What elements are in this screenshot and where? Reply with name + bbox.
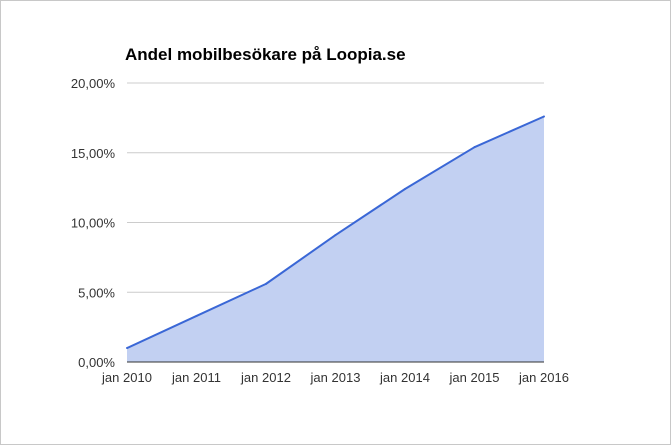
series-layer	[126, 115, 545, 363]
x-axis-labels: jan 2010 jan 2011 jan 2012 jan 2013 jan 2014…	[101, 370, 569, 385]
data-point	[195, 314, 198, 317]
x-tick-label: jan 2014	[379, 370, 430, 385]
y-tick-label: 5,00%	[78, 285, 115, 300]
x-tick-label: jan 2012	[240, 370, 291, 385]
data-point	[334, 234, 337, 237]
series-area	[127, 116, 544, 362]
y-axis-labels: 0,00% 5,00% 10,00% 15,00% 20,00%	[71, 76, 116, 370]
x-tick-label: jan 2010	[101, 370, 152, 385]
data-point	[473, 146, 476, 149]
x-tick-label: jan 2011	[171, 370, 221, 385]
y-tick-label: 0,00%	[78, 355, 115, 370]
x-tick-label: jan 2015	[449, 370, 500, 385]
data-point	[404, 188, 406, 191]
y-tick-label: 20,00%	[71, 76, 116, 91]
data-point	[126, 347, 128, 350]
x-tick-label: jan 2016	[518, 370, 569, 385]
y-tick-label: 15,00%	[71, 146, 116, 161]
y-tick-label: 10,00%	[71, 216, 116, 231]
x-tick-label: jan 2013	[310, 370, 361, 385]
data-point	[543, 115, 545, 118]
data-point	[265, 282, 267, 285]
chart-title: Andel mobilbesökare på Loopia.se	[125, 45, 406, 64]
